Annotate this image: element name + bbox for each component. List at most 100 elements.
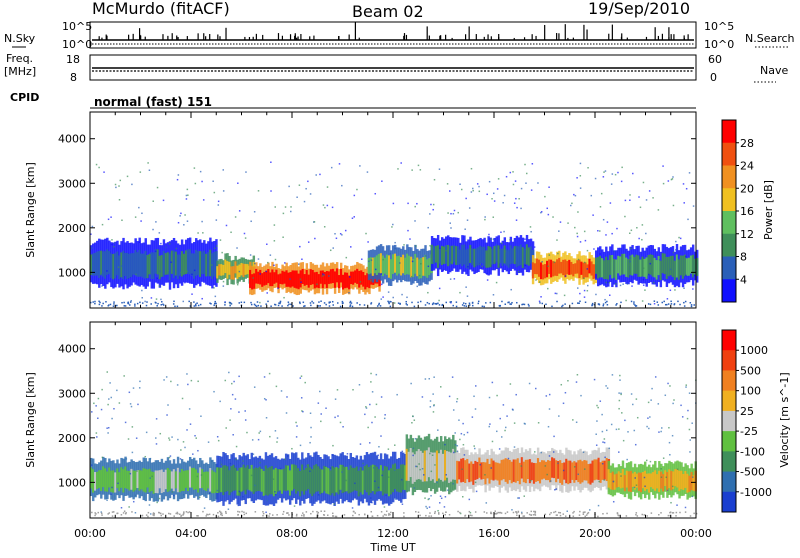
velocity-cell bbox=[559, 460, 562, 483]
velocity-ground-speckle bbox=[268, 515, 270, 517]
power-cell bbox=[246, 264, 249, 275]
velocity-cell bbox=[396, 469, 399, 492]
power-ground-speckle bbox=[387, 300, 389, 303]
power-ground-speckle bbox=[309, 302, 312, 304]
power-ground-speckle bbox=[468, 304, 471, 306]
power-ground-speckle bbox=[146, 301, 148, 303]
power-cell bbox=[597, 257, 600, 279]
power-speckle bbox=[257, 258, 260, 260]
power-speckle bbox=[338, 163, 341, 165]
power-speckle bbox=[282, 236, 284, 238]
power-ground-speckle bbox=[602, 304, 605, 307]
velocity-cell bbox=[666, 471, 669, 491]
power-cell bbox=[550, 259, 553, 278]
velocity-ground-speckle bbox=[516, 512, 518, 514]
power-speckle bbox=[307, 241, 310, 243]
velocity-ground-speckle bbox=[287, 512, 289, 514]
power-cell bbox=[303, 274, 307, 286]
power-ground-speckle bbox=[656, 301, 659, 303]
velocity-cell bbox=[639, 472, 643, 493]
velocity-cell bbox=[262, 470, 266, 496]
power-ground-speckle bbox=[145, 304, 148, 307]
velocity-ground-speckle bbox=[295, 515, 298, 517]
power-ground-speckle bbox=[215, 302, 217, 305]
velocity-cell bbox=[433, 452, 437, 483]
power-speckle bbox=[345, 256, 348, 259]
velocity-ground-speckle bbox=[553, 511, 555, 514]
velocity-cell bbox=[220, 467, 223, 493]
power-cell bbox=[412, 259, 415, 277]
velocity-ground-speckle bbox=[131, 511, 133, 513]
power-ground-speckle bbox=[477, 302, 480, 305]
power-ground-speckle bbox=[196, 302, 198, 304]
power-cell bbox=[479, 245, 482, 263]
colorbar-swatch bbox=[722, 350, 736, 371]
power-speckle bbox=[559, 221, 562, 223]
velocity-speckle bbox=[259, 430, 262, 433]
velocity-cell bbox=[295, 465, 298, 494]
velocity-speckle bbox=[670, 501, 672, 504]
velocity-speckle bbox=[604, 456, 606, 459]
y-tick-label: 4000 bbox=[58, 133, 86, 146]
velocity-ground-speckle bbox=[486, 512, 488, 514]
velocity-speckle bbox=[564, 391, 567, 394]
velocity-speckle bbox=[601, 413, 603, 416]
velocity-ground-speckle bbox=[578, 514, 581, 516]
velocity-ground-speckle bbox=[141, 514, 144, 517]
power-speckle bbox=[529, 226, 532, 228]
power-speckle bbox=[583, 261, 586, 264]
power-cell bbox=[164, 253, 168, 275]
colorbar-swatch bbox=[722, 279, 736, 303]
velocity-ground-speckle bbox=[562, 513, 565, 515]
power-cell bbox=[295, 270, 298, 289]
power-speckle bbox=[389, 252, 392, 255]
velocity-speckle bbox=[130, 405, 133, 408]
power-ground-speckle bbox=[649, 303, 652, 306]
velocity-speckle bbox=[474, 447, 476, 450]
power-speckle bbox=[513, 202, 516, 204]
power-cell bbox=[560, 261, 563, 274]
colorbar-swatch bbox=[722, 120, 736, 144]
power-cell bbox=[205, 253, 208, 277]
power-speckle bbox=[621, 166, 623, 169]
velocity-speckle bbox=[459, 438, 461, 441]
power-ground-speckle bbox=[438, 304, 441, 306]
velocity-speckle bbox=[439, 386, 442, 388]
velocity-ground-speckle bbox=[183, 512, 185, 514]
velocity-ground-speckle bbox=[497, 511, 499, 514]
power-speckle bbox=[326, 186, 329, 188]
power-speckle bbox=[645, 199, 648, 201]
velocity-speckle bbox=[91, 464, 93, 466]
power-band bbox=[430, 234, 535, 277]
power-cell bbox=[234, 261, 237, 274]
power-speckle bbox=[524, 238, 526, 240]
velocity-speckle bbox=[339, 421, 342, 424]
power-ground-speckle bbox=[265, 303, 267, 305]
power-speckle bbox=[91, 225, 94, 228]
velocity-speckle bbox=[611, 374, 614, 376]
power-ground-speckle bbox=[154, 301, 157, 304]
power-cell bbox=[191, 253, 194, 276]
power-heatmap bbox=[90, 161, 699, 308]
power-cell bbox=[178, 254, 182, 276]
velocity-ground-speckle bbox=[533, 510, 535, 513]
velocity-ground-speckle bbox=[555, 514, 558, 516]
power-ground-speckle bbox=[450, 301, 452, 303]
velocity-speckle bbox=[369, 403, 371, 406]
power-ground-speckle bbox=[356, 302, 358, 304]
power-speckle bbox=[91, 247, 93, 249]
power-cell bbox=[356, 268, 359, 284]
power-speckle bbox=[457, 211, 460, 214]
power-speckle bbox=[152, 200, 154, 202]
power-speckle bbox=[90, 233, 92, 235]
power-cell bbox=[244, 263, 247, 275]
velocity-speckle bbox=[377, 454, 379, 456]
velocity-speckle bbox=[668, 441, 671, 444]
power-speckle bbox=[253, 211, 256, 213]
power-ground-speckle bbox=[318, 301, 320, 303]
velocity-ground-speckle bbox=[442, 512, 444, 515]
power-speckle bbox=[481, 265, 483, 268]
power-ground-speckle bbox=[162, 303, 164, 306]
velocity-cell bbox=[216, 467, 219, 494]
velocity-cell bbox=[400, 464, 403, 493]
